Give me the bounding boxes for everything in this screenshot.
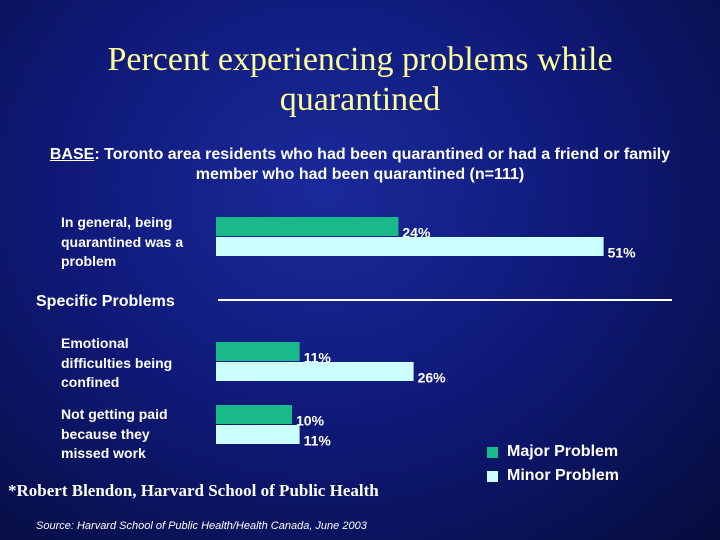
- legend: Major Problem Minor Problem: [487, 440, 619, 488]
- base-description: BASE: Toronto area residents who had bee…: [20, 145, 700, 185]
- section-label: Specific Problems: [36, 293, 175, 310]
- bar-label-major-2: 10%: [296, 413, 325, 429]
- bar-major-2: [216, 405, 292, 424]
- bar-label-minor-1: 26%: [418, 370, 447, 386]
- legend-item-minor: Minor Problem: [487, 464, 619, 488]
- bar-label-major-0: 24%: [402, 225, 431, 241]
- title-line-2: quarantined: [279, 81, 441, 118]
- category-label-1-line-1: difficulties being: [61, 354, 173, 371]
- bar-label-minor-2: 11%: [304, 433, 332, 449]
- bar-minor-1: [216, 362, 414, 381]
- legend-swatch-major: [487, 446, 498, 458]
- category-label-2: Not getting paid because they missed wor…: [61, 405, 211, 464]
- credit-line: *Robert Blendon, Harvard School of Publi…: [8, 481, 379, 500]
- bar-minor-0: [216, 237, 604, 256]
- category-label-0-line-1: quarantined was a: [61, 233, 184, 250]
- bar-major-1: [216, 342, 300, 361]
- category-label-2-line-2: missed work: [61, 445, 146, 461]
- legend-item-major: Major Problem: [487, 440, 619, 464]
- category-label-0-line-0: In general, being: [61, 214, 173, 230]
- category-label-2-line-0: Not getting paid: [61, 406, 168, 422]
- category-label-0-line-2: problem: [61, 253, 117, 269]
- section-divider: [218, 299, 672, 301]
- source-note: Source: Harvard School of Public Health/…: [36, 520, 367, 532]
- bar-label-major-1: 11%: [304, 350, 332, 366]
- legend-swatch-minor: [487, 470, 498, 482]
- category-label-1-line-2: confined: [61, 374, 120, 390]
- title-line-1: Percent experiencing problems while: [107, 41, 613, 78]
- bar-minor-2: [216, 425, 300, 444]
- category-label-1: Emotional difficulties being confined: [61, 334, 211, 393]
- bar-label-minor-0: 51%: [608, 245, 637, 261]
- chart-title: Percent experiencing problems while quar…: [60, 40, 660, 120]
- category-label-0: In general, being quarantined was a prob…: [61, 213, 211, 272]
- base-text: : Toronto area residents who had been qu…: [94, 146, 671, 183]
- base-keyword: BASE: [49, 146, 95, 163]
- legend-label-minor: Minor Problem: [507, 467, 620, 484]
- category-label-1-line-0: Emotional: [61, 335, 129, 351]
- legend-label-major: Major Problem: [507, 443, 619, 460]
- category-label-2-line-1: because they: [61, 425, 150, 442]
- bar-major-0: [216, 217, 399, 236]
